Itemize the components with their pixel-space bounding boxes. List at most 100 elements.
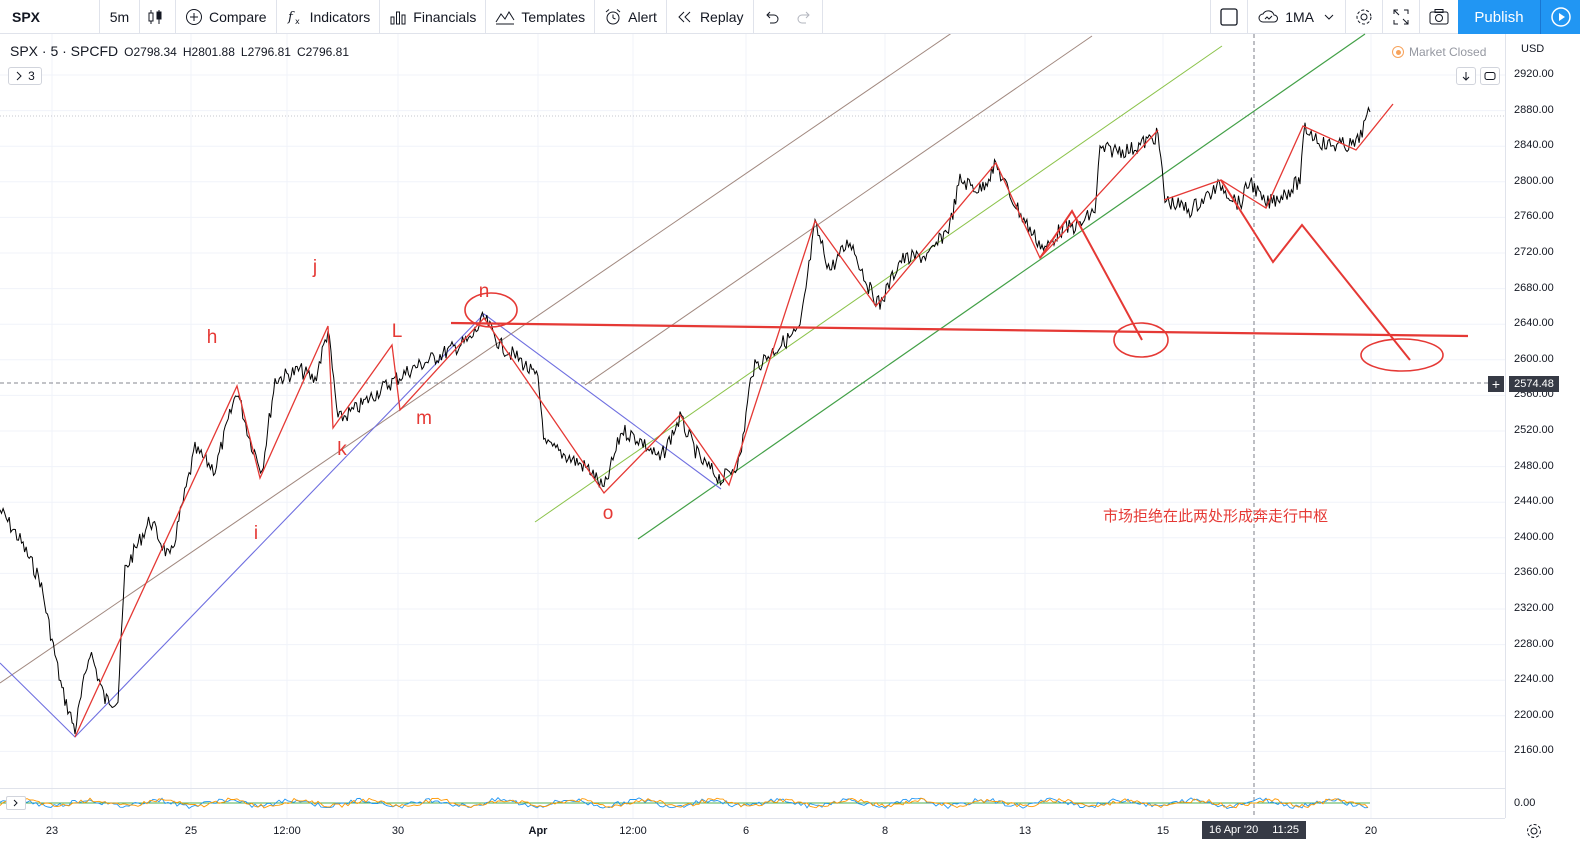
- wave-label-m: m: [416, 408, 432, 429]
- red-wave-zigzag: [74, 129, 1159, 738]
- wave-label-k: k: [337, 439, 347, 460]
- alert-button[interactable]: Alert: [595, 0, 667, 34]
- expand-button[interactable]: [1382, 0, 1419, 34]
- snapshot-button[interactable]: [1419, 0, 1458, 34]
- price-tick-label: 2680.00: [1514, 281, 1554, 294]
- wave-label-o: o: [602, 503, 614, 524]
- price-axis[interactable]: [1505, 34, 1580, 818]
- currency-label[interactable]: USD: [1521, 43, 1545, 55]
- price-tick-label: 2280.00: [1514, 637, 1554, 650]
- crosshair-date: 16 Apr '20: [1209, 824, 1259, 836]
- interval-label: 5m: [109, 8, 130, 25]
- compare-label: Compare: [209, 8, 267, 25]
- price-tick-label: 2800.00: [1514, 174, 1554, 187]
- red-ellipse-right: [1360, 338, 1444, 372]
- reset-scale-button[interactable]: [1480, 67, 1500, 85]
- indicators-legend-toggle[interactable]: 3: [8, 67, 42, 85]
- symbol-search[interactable]: SPX: [0, 0, 100, 34]
- toolbar-right: 1MA Publish: [1210, 0, 1580, 34]
- price-tick-label: 2480.00: [1514, 459, 1554, 472]
- candles-icon: [148, 9, 161, 24]
- oscillator-legend-toggle[interactable]: [6, 796, 26, 810]
- red-neckline: [450, 321, 1469, 338]
- red-ellipse-n: [464, 292, 518, 328]
- gear-icon: [1527, 824, 1541, 838]
- financials-button[interactable]: Financials: [380, 0, 487, 34]
- crosshair-add-button[interactable]: +: [1488, 376, 1504, 392]
- publish-dropdown[interactable]: [1540, 0, 1580, 34]
- crosshair-time-label: 16 Apr '20 11:25: [1202, 821, 1306, 839]
- legend-high: H2801.88: [182, 45, 235, 59]
- gear-icon: [1356, 9, 1372, 25]
- oscillator-line-blue: [0, 797, 1369, 810]
- channel-line-brown-upper: [584, 35, 1093, 386]
- chevron-right-icon: [13, 799, 18, 807]
- time-tick-label: 12:00: [273, 825, 301, 837]
- time-tick-label: 15: [1156, 825, 1170, 837]
- price-tick-label: 2440.00: [1514, 495, 1554, 508]
- compare-button[interactable]: Compare: [176, 0, 277, 34]
- chart-annotation: 市场拒绝在此两处形成奔走行中枢: [1103, 507, 1329, 525]
- time-axis[interactable]: [0, 818, 1505, 844]
- time-tick-label: 25: [184, 825, 198, 837]
- financials-label: Financials: [413, 8, 477, 25]
- red-projection-3: [1220, 179, 1411, 361]
- time-tick-label: 13: [1018, 825, 1032, 837]
- time-tick-label: 23: [45, 825, 59, 837]
- replay-button[interactable]: Replay: [667, 0, 754, 34]
- red-ellipse-middle: [1113, 322, 1169, 358]
- price-tick-label: 2520.00: [1514, 424, 1554, 436]
- red-projection-1: [1039, 209, 1143, 341]
- wave-label-l: L: [391, 321, 403, 342]
- symbol-label: SPX: [12, 8, 41, 25]
- square-icon: [1220, 8, 1238, 26]
- undo-icon: [765, 11, 779, 23]
- crosshair-time: 11:25: [1272, 824, 1299, 836]
- layout-button[interactable]: 1MA: [1247, 0, 1345, 34]
- bar-chart-icon: [390, 11, 406, 24]
- svg-text:x: x: [295, 17, 300, 26]
- alarm-clock-icon: [605, 8, 621, 24]
- indicator-count: 3: [28, 69, 35, 83]
- interval-button[interactable]: 5m: [100, 0, 140, 34]
- wave-label-j: j: [312, 257, 318, 278]
- price-tick-label: 2840.00: [1514, 139, 1554, 152]
- templates-label: Templates: [521, 8, 586, 25]
- plus-circle-icon: [186, 8, 202, 25]
- price-tick-label: 2200.00: [1514, 708, 1554, 721]
- price-tick-label: 2600.00: [1514, 352, 1554, 365]
- time-tick-label: 8: [881, 825, 889, 837]
- wave-label-i: i: [253, 523, 259, 544]
- time-tick-label: 6: [742, 825, 750, 837]
- undo-button[interactable]: [754, 0, 788, 34]
- rewind-icon: [678, 11, 691, 22]
- price-tick-label: 2920.00: [1514, 68, 1554, 80]
- templates-button[interactable]: Templates: [486, 0, 596, 34]
- price-tick-label: 2360.00: [1514, 566, 1554, 579]
- oscillator-line-orange: [0, 797, 1369, 809]
- blue-trendline: [0, 313, 722, 738]
- legend-symbol[interactable]: SPX · 5 · SPCFD: [10, 43, 119, 59]
- channel-line-light-green: [534, 45, 1223, 523]
- time-tick-label: 20: [1364, 825, 1378, 837]
- fullscreen-toggle[interactable]: [1210, 0, 1247, 34]
- scroll-down-button[interactable]: [1456, 67, 1476, 85]
- redo-button[interactable]: [788, 0, 823, 34]
- crosshair-price-label: 2574.48: [1509, 376, 1559, 392]
- time-tick-label: 30: [391, 825, 405, 837]
- price-tick-label: 2160.00: [1514, 744, 1554, 757]
- settings-button[interactable]: [1345, 0, 1382, 34]
- chart-properties-button[interactable]: [1525, 822, 1543, 845]
- chart-type-button[interactable]: [140, 0, 176, 34]
- replay-label: Replay: [699, 8, 744, 25]
- publish-button[interactable]: Publish: [1458, 0, 1540, 34]
- price-tick-label: 2880.00: [1514, 103, 1554, 116]
- chart-canvas[interactable]: [0, 0, 1505, 818]
- cloud-icon: [1258, 10, 1279, 23]
- chevron-down-icon: [1324, 14, 1334, 20]
- legend-low: L2796.81: [240, 45, 291, 59]
- pane-separator[interactable]: [0, 788, 1505, 789]
- publish-label: Publish: [1474, 8, 1524, 26]
